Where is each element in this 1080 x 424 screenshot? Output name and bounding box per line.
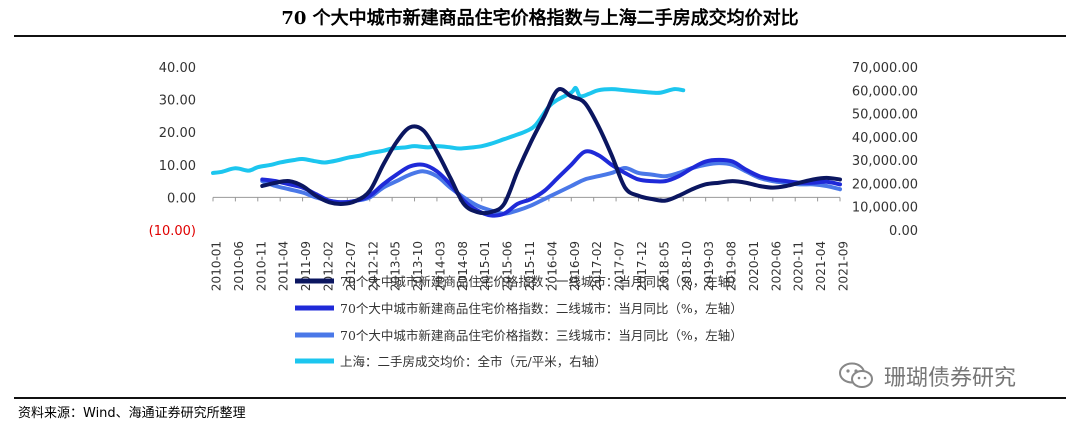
x-tick-label: 2019-03 (702, 241, 716, 291)
x-tick-label: 2017-12 (635, 241, 649, 291)
left-tick-label: (10.00) (149, 224, 196, 239)
legend-label: 70个大中城市新建商品住宅价格指数：三线城市：当月同比（%，左轴） (340, 328, 743, 343)
legend-item: 70个大中城市新建商品住宅价格指数：二线城市：当月同比（%，左轴） (295, 301, 743, 316)
x-tick-label: 2010-11 (254, 241, 268, 291)
left-tick-label: 10.00 (159, 159, 196, 174)
watermark: 珊瑚债券研究 (838, 360, 1016, 392)
right-tick-label: 50,000.00 (852, 108, 918, 123)
x-tick-label: 2012-12 (366, 241, 380, 291)
legend-item: 上海：二手房成交均价：全市（元/平米，右轴） (295, 354, 607, 369)
x-tick-label: 2014-03 (433, 241, 447, 291)
series-line-2 (260, 161, 842, 216)
legend-label: 上海：二手房成交均价：全市（元/平米，右轴） (340, 354, 607, 369)
x-tick-label: 2014-08 (456, 241, 470, 291)
x-tick-label: 2015-01 (478, 241, 492, 291)
x-tick-label: 2012-02 (321, 241, 335, 291)
x-tick-label: 2013-10 (411, 241, 425, 291)
x-tick-label: 2016-04 (545, 241, 559, 291)
left-tick-label: 40.00 (159, 61, 196, 76)
right-tick-label: 0.00 (889, 224, 918, 239)
left-tick-label: 20.00 (159, 126, 196, 141)
wechat-icon (839, 362, 873, 388)
x-tick-label: 2012-07 (344, 241, 358, 291)
x-tick-label: 2015-11 (523, 241, 537, 291)
legend-item: 70个大中城市新建商品住宅价格指数：一线城市：当月同比（%，左轴） (295, 274, 743, 289)
series-line-0 (260, 87, 842, 216)
x-tick-label: 2017-02 (590, 241, 604, 291)
watermark-text: 珊瑚债券研究 (884, 366, 1017, 391)
x-tick-label: 2010-06 (232, 241, 246, 291)
series-line-3 (211, 85, 686, 175)
right-tick-label: 10,000.00 (852, 201, 918, 216)
right-axis-ticks: 0.00 10,000.00 20,000.00 30,000.00 40,000.00… (852, 61, 918, 239)
left-tick-label: 0.00 (167, 191, 196, 206)
x-tick-label: 2018-05 (657, 241, 671, 291)
x-tick-label: 2020-01 (747, 241, 761, 291)
right-tick-label: 60,000.00 (852, 84, 918, 99)
series-lines (211, 85, 842, 218)
right-tick-label: 40,000.00 (852, 131, 918, 146)
right-tick-label: 30,000.00 (852, 154, 918, 169)
x-tick-label: 2019-08 (725, 241, 739, 291)
right-tick-label: 20,000.00 (852, 177, 918, 192)
left-tick-label: 30.00 (159, 94, 196, 109)
bottom-rule (14, 397, 1066, 399)
top-rule (14, 35, 1066, 37)
x-tick-label: 2018-10 (680, 241, 694, 291)
legend-label: 70个大中城市新建商品住宅价格指数：一线城市：当月同比（%，左轴） (340, 274, 743, 289)
left-axis-ticks: (10.00) 0.00 10.00 20.00 30.00 40.00 (149, 61, 196, 239)
x-tick-label: 2021-04 (814, 241, 828, 291)
legend-label: 70个大中城市新建商品住宅价格指数：二线城市：当月同比（%，左轴） (340, 301, 743, 316)
x-tick-label: 2015-06 (501, 241, 515, 291)
x-tick-label: 2011-09 (299, 241, 313, 291)
x-tick-label: 2013-05 (389, 241, 403, 291)
x-tick-label: 2017-07 (613, 241, 627, 291)
legend: 70个大中城市新建商品住宅价格指数：一线城市：当月同比（%，左轴） 70个大中城市… (295, 274, 743, 369)
source-note: 资料来源：Wind、海通证券研究所整理 (18, 406, 246, 421)
right-tick-label: 70,000.00 (852, 61, 918, 76)
line-chart: (10.00) 0.00 10.00 20.00 30.00 40.00 0.00 10,0… (149, 61, 918, 369)
x-tick-label: 2016-09 (568, 241, 582, 291)
x-axis: 2010-01 2010-06 2010-11 2011-04 2011-09 2012-… (210, 196, 851, 291)
x-tick-label: 2010-01 (210, 241, 224, 291)
x-tick-label: 2020-06 (769, 241, 783, 291)
legend-item: 70个大中城市新建商品住宅价格指数：三线城市：当月同比（%，左轴） (295, 328, 743, 343)
x-tick-label: 2020-11 (792, 241, 806, 291)
chart-title: 70 个大中城市新建商品住宅价格指数与上海二手房成交均价对比 (281, 8, 799, 29)
x-tick-label: 2021-09 (837, 241, 851, 291)
x-tick-label: 2011-04 (277, 241, 291, 291)
